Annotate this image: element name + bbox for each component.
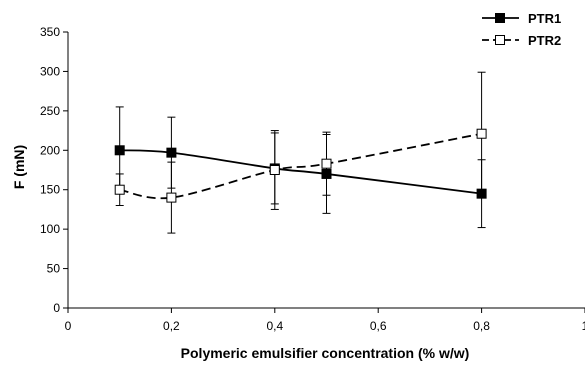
legend-marker-ptr1 [495, 13, 505, 23]
x-axis-title: Polymeric emulsifier concentration (% w/… [181, 345, 470, 361]
data-point-ptr2 [476, 128, 487, 139]
x-tick-label: 0,6 [370, 319, 387, 333]
legend-label-ptr1: PTR1 [528, 11, 561, 26]
y-tick-label: 200 [40, 143, 60, 157]
series-layer [114, 71, 487, 234]
data-point-ptr2 [269, 165, 280, 175]
y-tick-label: 0 [53, 301, 60, 315]
y-tick-label: 50 [47, 262, 61, 276]
y-tick-label: 100 [40, 222, 60, 236]
x-tick-label: 0,4 [266, 319, 283, 333]
x-tick-label: 1 [582, 319, 585, 333]
axes: 0 50 100 150 200 250 300 350 0 0,2 0,4 0,6 0,8 1 [40, 25, 585, 333]
legend: PTR1 PTR2 [482, 11, 561, 48]
x-tick-label: 0,2 [163, 319, 180, 333]
data-point-ptr2 [321, 158, 332, 169]
data-point-ptr2 [114, 184, 125, 195]
y-tick-label: 250 [40, 104, 60, 118]
y-tick-label: 150 [40, 183, 60, 197]
x-tick-label: 0 [65, 319, 72, 333]
series-line-ptr2 [119, 132, 482, 200]
y-axis-title: F (mN) [11, 145, 27, 189]
series-ptr2 [114, 71, 487, 234]
x-tick-label: 0,8 [473, 319, 490, 333]
legend-marker-ptr2 [495, 35, 505, 45]
data-point-ptr1 [166, 147, 177, 158]
y-tick-label: 300 [40, 64, 60, 78]
data-point-ptr2 [166, 192, 177, 203]
y-tick-label: 350 [40, 25, 60, 39]
legend-label-ptr2: PTR2 [528, 33, 561, 48]
data-point-ptr1 [114, 145, 125, 156]
